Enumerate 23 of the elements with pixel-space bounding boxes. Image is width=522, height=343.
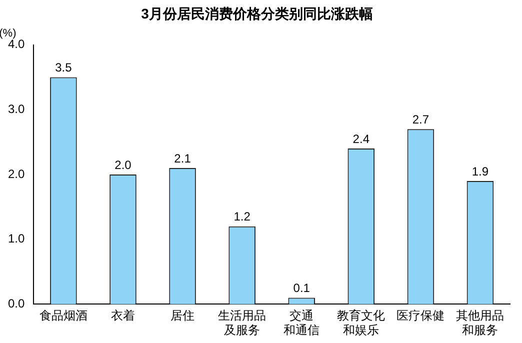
- x-tick-label: 交通和通信: [284, 308, 320, 338]
- x-tick-label: 其他用品和服务: [456, 308, 504, 338]
- data-label: 2.0: [114, 158, 132, 172]
- x-tick-label: 医疗保健: [396, 308, 445, 323]
- x-tick-label: 教育文化和娱乐: [337, 308, 386, 338]
- y-tick-label: 1.0: [8, 232, 25, 246]
- y-tick-label: 4.0: [8, 37, 25, 52]
- y-tick-label: 3.0: [8, 102, 25, 116]
- data-label: 0.1: [293, 281, 310, 296]
- chart-title: 3月份居民消费价格分类别同比涨跌幅: [141, 5, 373, 22]
- y-tick-label: 0.0: [8, 296, 25, 311]
- data-label: 2.7: [412, 112, 430, 126]
- x-tick-label: 生活用品及服务: [218, 308, 266, 338]
- x-tick-label: 居住: [170, 308, 195, 323]
- data-label: 2.4: [352, 132, 370, 146]
- x-tick-label: 食品烟酒: [39, 308, 88, 323]
- y-axis-title: (%): [0, 27, 16, 40]
- data-label: 3.5: [55, 60, 72, 75]
- data-label: 1.9: [472, 164, 489, 178]
- data-label: 2.1: [174, 151, 192, 166]
- x-tick-label: 衣着: [110, 308, 135, 323]
- y-tick-label: 2.0: [8, 166, 25, 181]
- data-label: 1.2: [234, 210, 251, 224]
